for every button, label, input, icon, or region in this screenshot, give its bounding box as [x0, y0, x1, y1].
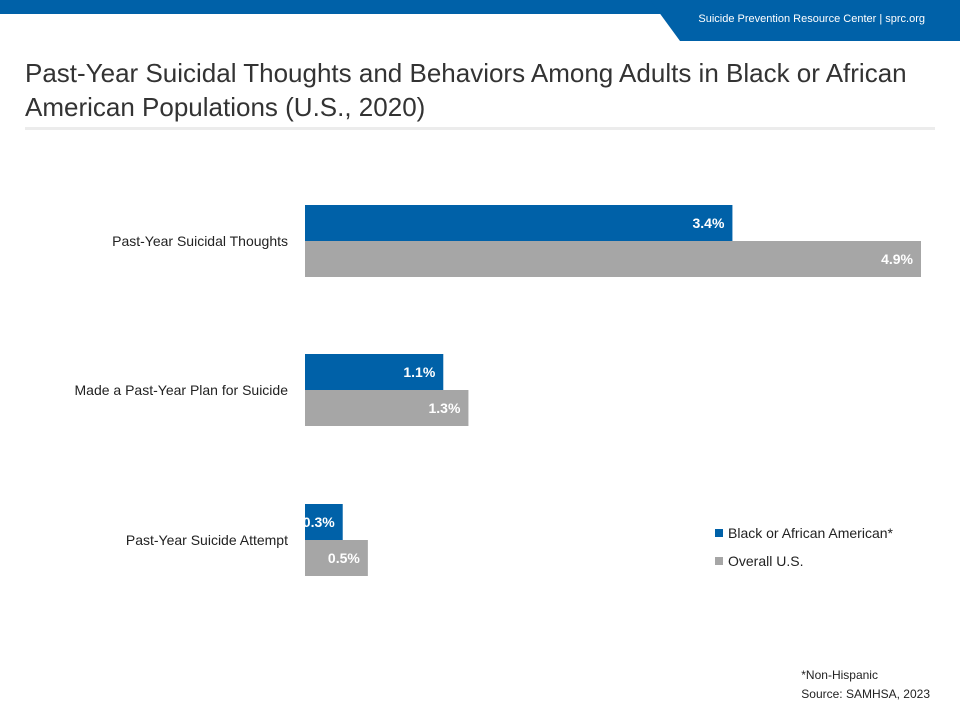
bar	[305, 205, 733, 241]
data-label: 3.4%	[693, 215, 725, 231]
data-label: 0.3%	[303, 514, 335, 530]
chart-title: Past-Year Suicidal Thoughts and Behavior…	[25, 58, 907, 122]
bar	[305, 540, 368, 576]
data-label: 1.3%	[429, 400, 461, 416]
org-name-link[interactable]: Suicide Prevention Resource Center | spr…	[698, 13, 925, 25]
data-label: 1.1%	[403, 364, 435, 380]
bar	[305, 390, 469, 426]
category-label: Past-Year Suicide Attempt	[126, 532, 288, 548]
legend-label: Overall U.S.	[728, 553, 804, 569]
data-label: 0.5%	[328, 550, 360, 566]
bar	[305, 354, 444, 390]
footnote-note: *Non-Hispanic	[801, 668, 878, 682]
legend-label: Black or African American*	[728, 525, 893, 541]
legend-swatch-gray	[715, 557, 723, 565]
category-label: Made a Past-Year Plan for Suicide	[75, 382, 289, 398]
legend-swatch-blue	[715, 529, 723, 537]
header-tab: Suicide Prevention Resource Center | spr…	[650, 0, 960, 41]
legend-item-black-african-american: Black or African American*	[715, 523, 893, 543]
bar	[305, 504, 343, 540]
bar	[305, 241, 921, 277]
data-label: 4.9%	[881, 251, 913, 267]
title-divider	[25, 127, 935, 130]
footnote-source: Source: SAMHSA, 2023	[801, 687, 930, 701]
legend: Black or African American* Overall U.S.	[715, 523, 893, 579]
category-label: Past-Year Suicidal Thoughts	[112, 233, 288, 249]
footnotes: *Non-Hispanic Source: SAMHSA, 2023	[801, 666, 930, 704]
legend-item-overall-us: Overall U.S.	[715, 551, 893, 571]
